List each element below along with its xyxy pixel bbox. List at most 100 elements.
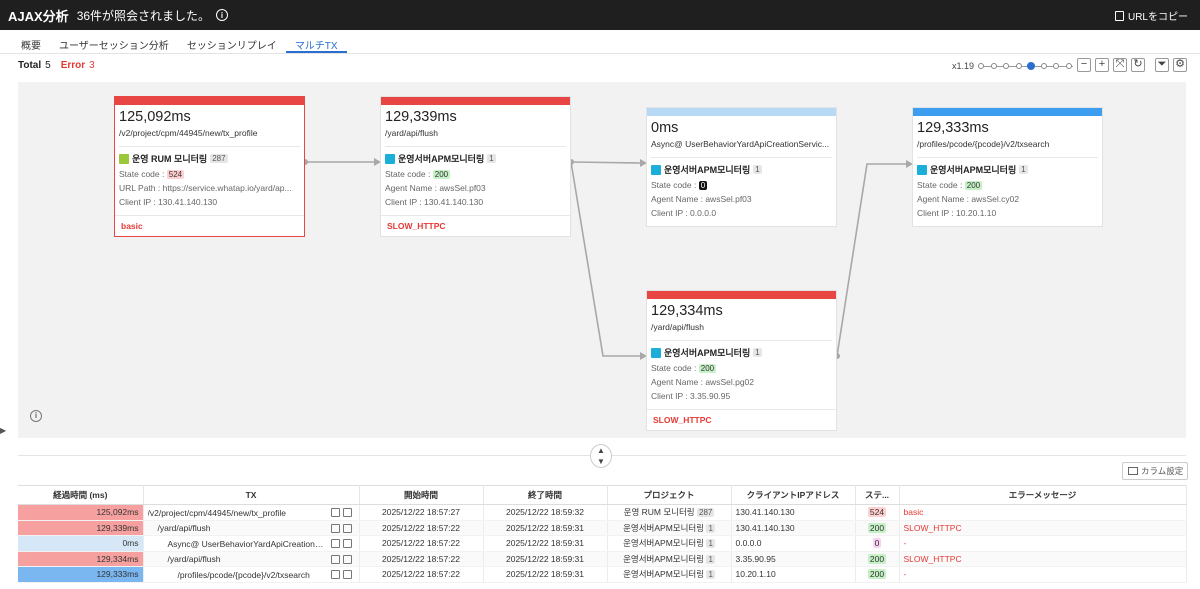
- zoom-step-dot[interactable]: [1015, 63, 1022, 69]
- status-badge: 200: [867, 553, 887, 564]
- open-detail-icon[interactable]: [342, 554, 352, 564]
- column-settings-button[interactable]: カラム設定: [1122, 462, 1188, 480]
- node-state-code: State code : 524: [119, 169, 185, 179]
- elapsed-cell: 129,334ms: [18, 551, 144, 567]
- project-count: 1: [706, 539, 715, 549]
- copy-icon[interactable]: [330, 508, 340, 518]
- zoom-out-button[interactable]: −: [1077, 58, 1091, 72]
- tab-overview[interactable]: 概要: [21, 41, 41, 52]
- table-row[interactable]: 125,092ms/v2/project/cpm/44945/new/tx_pr…: [18, 504, 1187, 521]
- copy-icon[interactable]: [330, 554, 340, 564]
- node-elapsed-time: 129,334ms: [651, 303, 723, 319]
- tab-multi-tx[interactable]: マルチTX: [285, 32, 347, 53]
- resize-handle-icon[interactable]: ▲ ▼: [590, 444, 612, 468]
- node-url-path: URL Path : https://service.whatap.io/yar…: [119, 183, 292, 193]
- table-row[interactable]: 0ms Async@ UserBehaviorYardApiCreationSer…: [18, 535, 1187, 552]
- error-message-cell: SLOW_HTTPC: [899, 520, 1187, 536]
- copy-icon[interactable]: [330, 523, 340, 533]
- open-detail-icon[interactable]: [342, 508, 352, 518]
- tx-node-card[interactable]: 125,092ms /v2/project/cpm/44945/new/tx_p…: [114, 96, 305, 237]
- tx-node-card[interactable]: 129,334ms /yard/api/flush 운영서버APM모니터링 1 …: [646, 290, 837, 431]
- arrow-head: [640, 352, 647, 360]
- node-project-name: 운영 RUM 모니터링: [132, 154, 208, 164]
- column-header-elapsed[interactable]: 経過時間 (ms): [18, 485, 144, 505]
- tx-summary: Total 5 Error 3: [18, 60, 95, 71]
- open-detail-icon[interactable]: [342, 539, 352, 549]
- node-project-count: 287: [210, 154, 228, 163]
- zoom-level: x1.19: [952, 61, 975, 71]
- table-row[interactable]: 129,339ms/yard/api/flush 2025/12/22 18:57…: [18, 520, 1187, 536]
- table-header-row: 経過時間 (ms) TX 開始時間 終了時間 プロジェクト クライアントIPアド…: [18, 485, 1187, 505]
- node-elapsed-time: 129,333ms: [917, 120, 989, 136]
- zoom-in-button[interactable]: +: [1095, 58, 1109, 72]
- table-row[interactable]: 129,333ms/profiles/pcode/{pcode}/v2/txse…: [18, 566, 1187, 583]
- zoom-step-dot[interactable]: [1053, 63, 1060, 69]
- tx-flow-canvas[interactable]: 125,092ms /v2/project/cpm/44945/new/tx_p…: [18, 82, 1186, 438]
- node-error-message: SLOW_HTTPC: [647, 409, 836, 430]
- info-icon[interactable]: i: [216, 9, 229, 21]
- tab-session-replay[interactable]: セッションリプレイ: [186, 41, 277, 52]
- node-duration-bar: [381, 97, 570, 105]
- settings-gear-icon[interactable]: ⚙: [1173, 58, 1187, 72]
- column-header-end-time[interactable]: 終了時間: [483, 485, 608, 505]
- zoom-step-dot[interactable]: [990, 63, 997, 69]
- copy-icon[interactable]: [330, 539, 340, 549]
- project-name: 운영서버APM모니터링: [623, 522, 705, 533]
- filter-icon[interactable]: ⏷: [1155, 58, 1169, 72]
- client-ip-cell: 3.35.90.95: [731, 551, 856, 567]
- column-header-start-time[interactable]: 開始時間: [359, 485, 484, 505]
- tx-node-card[interactable]: 0ms Async@ UserBehaviorYardApiCreationSe…: [646, 107, 837, 227]
- copy-icon[interactable]: [330, 570, 340, 580]
- node-error-message: basic: [115, 215, 304, 236]
- apm-icon: [651, 164, 661, 175]
- tx-node-card[interactable]: 129,333ms /profiles/pcode/{pcode}/v2/txs…: [912, 107, 1103, 227]
- open-detail-icon[interactable]: [342, 523, 352, 533]
- apm-icon: [385, 153, 395, 164]
- node-project-name: 운영서버APM모니터링: [664, 165, 751, 175]
- column-header-project[interactable]: プロジェクト: [607, 485, 732, 505]
- project-name: 운영서버APM모니터링: [623, 538, 705, 549]
- info-icon[interactable]: i: [30, 410, 42, 422]
- arrow-head: [640, 159, 647, 167]
- project-count: 287: [697, 508, 715, 518]
- copy-url-label: URLをコピー: [1127, 12, 1188, 23]
- copy-url-button[interactable]: URLをコピー: [1114, 8, 1188, 23]
- tab-user-session-analysis[interactable]: ユーザーセッション分析: [59, 41, 169, 52]
- status-cell: 200: [855, 566, 900, 583]
- column-header-error-message[interactable]: エラーメッセージ: [899, 485, 1187, 505]
- apm-icon: [917, 164, 927, 175]
- node-agent-name: Agent Name : awsSel.cy02: [917, 194, 1020, 204]
- status-cell: 0: [855, 535, 900, 552]
- tx-node-card[interactable]: 129,339ms /yard/api/flush 운영서버APM모니터링 1 …: [380, 96, 571, 237]
- column-header-tx[interactable]: TX: [143, 485, 360, 505]
- node-client-ip: Client IP : 130.41.140.130: [119, 197, 218, 207]
- node-elapsed-time: 0ms: [651, 120, 679, 136]
- zoom-slider[interactable]: [978, 61, 1074, 71]
- node-project-count: 1: [1019, 165, 1028, 174]
- tx-table: 経過時間 (ms) TX 開始時間 終了時間 プロジェクト クライアントIPアド…: [18, 485, 1187, 583]
- node-agent-name: Agent Name : awsSel.pf03: [651, 194, 752, 204]
- zoom-step-dot[interactable]: [1003, 63, 1010, 69]
- zoom-step-dot[interactable]: [1040, 63, 1047, 69]
- node-error-message: SLOW_HTTPC: [381, 215, 570, 236]
- client-ip-cell: 10.20.1.10: [731, 566, 856, 583]
- node-url: Async@ UserBehaviorYardApiCreationServic…: [651, 139, 830, 149]
- column-header-client-ip[interactable]: クライアントIPアドレス: [731, 485, 856, 505]
- fit-view-icon[interactable]: ⤧: [1113, 58, 1127, 72]
- zoom-slider-thumb[interactable]: [1027, 62, 1036, 70]
- open-detail-icon[interactable]: [342, 570, 352, 580]
- reset-icon[interactable]: ↻: [1131, 58, 1145, 72]
- zoom-step-dot[interactable]: [978, 63, 985, 69]
- node-elapsed-time: 129,339ms: [385, 109, 457, 125]
- node-project: 운영서버APM모니터링 1: [381, 152, 570, 165]
- node-agent-name: Agent Name : awsSel.pf03: [385, 183, 486, 193]
- tx-name: /yard/api/flush: [157, 523, 211, 534]
- expand-sidebar-icon[interactable]: ▶: [0, 426, 7, 435]
- project-count: 1: [706, 523, 715, 533]
- column-header-status[interactable]: ステ...: [855, 485, 900, 505]
- copy-icon: [1114, 10, 1124, 21]
- start-time-cell: 2025/12/22 18:57:27: [359, 504, 484, 521]
- table-row[interactable]: 129,334ms/yard/api/flush 2025/12/22 18:57…: [18, 551, 1187, 567]
- node-state-code: State code : 200: [385, 169, 451, 179]
- zoom-step-dot[interactable]: [1065, 63, 1072, 69]
